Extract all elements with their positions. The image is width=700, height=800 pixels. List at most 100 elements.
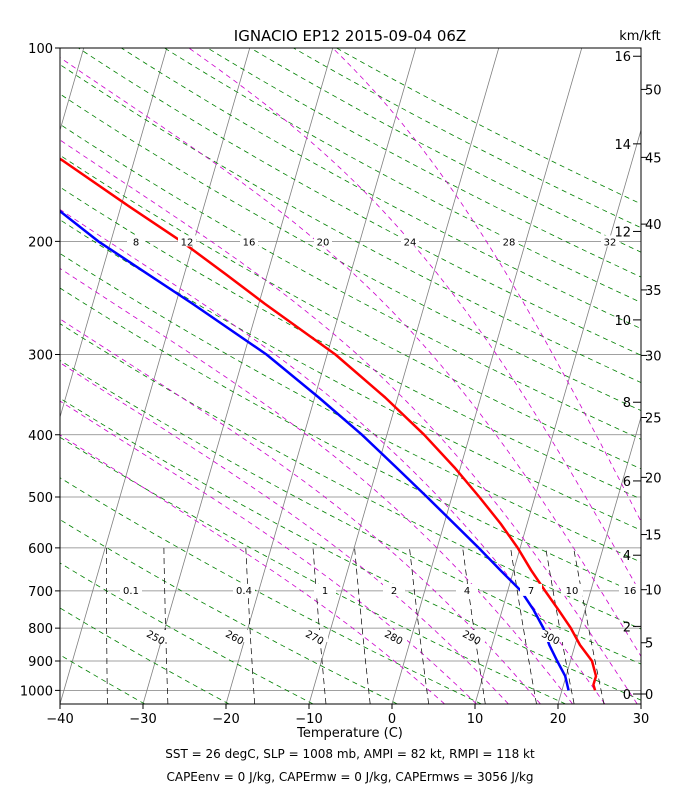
moist-adiabat-label: 28 [503, 237, 516, 248]
mixing-ratio-line [573, 547, 605, 704]
mixing-ratio-label: 2 [391, 586, 397, 597]
x-tick-label: −10 [295, 712, 322, 727]
mixing-ratio-line [545, 547, 575, 704]
mixing-ratio-line [245, 547, 256, 704]
kft-tick-label: 20 [645, 471, 662, 486]
km-tick-label: 0 [623, 688, 631, 703]
mixing-ratio-label: 4 [464, 586, 470, 597]
x-tick-label: −20 [212, 712, 239, 727]
p-tick-label: 100 [28, 42, 53, 57]
label-knockout [222, 630, 248, 642]
mixing-ratio-label: 1 [322, 586, 328, 597]
moist-adiabat-label: 16 [243, 237, 256, 248]
km-tick-label: 2 [623, 620, 631, 635]
kft-tick-label: 35 [645, 284, 662, 299]
dry-adiabat-line [78, 48, 641, 356]
label-knockout [538, 630, 564, 642]
dry-adiabat-line [60, 562, 314, 704]
km-tick-label: 10 [614, 314, 631, 329]
x-tick-label: −40 [46, 712, 73, 727]
moist-adiabat-line [60, 434, 445, 704]
p-tick-label: 300 [28, 348, 53, 363]
p-tick-label: 500 [28, 491, 53, 506]
isotherm-line [142, 48, 334, 704]
x-tick-label: 20 [550, 712, 567, 727]
dry-adiabat-line [60, 123, 641, 440]
mixing-ratio-line [510, 547, 537, 704]
label-knockout [561, 583, 583, 596]
x-tick-label: 0 [388, 712, 396, 727]
chart-title: IGNACIO EP12 2015-09-04 06Z [234, 27, 466, 45]
mixing-ratio-line [312, 547, 327, 704]
moist-adiabat-label: 32 [604, 237, 617, 248]
label-knockout [120, 583, 142, 596]
mixing-ratio-line [163, 547, 169, 704]
mixing-ratio-line [106, 547, 108, 704]
kft-tick-label: 50 [645, 83, 662, 98]
isotherm-line [557, 415, 641, 704]
kft-tick-label: 25 [645, 411, 662, 426]
label-knockout [233, 583, 255, 596]
mixing-ratio-label: 7 [528, 586, 534, 597]
dry-adiabat-line [60, 219, 641, 531]
label-knockout [240, 235, 258, 247]
km-tick-label: 6 [623, 475, 631, 490]
moist-adiabat-label: 12 [181, 237, 194, 248]
label-knockout [314, 235, 332, 247]
dry-adiabat-line [60, 93, 641, 411]
plot-lines-layer [60, 48, 641, 704]
p-tick-label: 400 [28, 429, 53, 444]
label-knockout [500, 235, 518, 247]
mixing-ratio-label: 16 [624, 586, 637, 597]
label-knockout [459, 630, 485, 642]
mixing-ratio-label: 0.1 [123, 586, 139, 597]
axes-layer: −40 −30 −20 −10 0 10 20 30100200300400500600700… [20, 42, 662, 727]
isotherm-line [60, 48, 168, 419]
kft-tick-label: 30 [645, 349, 662, 364]
mixing-ratio-label: 0.4 [236, 586, 252, 597]
kft-tick-label: 0 [645, 688, 653, 703]
dry-adiabat-line [60, 477, 482, 704]
p-tick-label: 200 [28, 235, 53, 250]
label-knockout [314, 583, 336, 596]
moist-adiabat-line [60, 208, 606, 704]
footer-line-2: CAPEenv = 0 J/kg, CAPErmw = 0 J/kg, CAPE… [166, 770, 533, 784]
kft-tick-label: 10 [645, 584, 662, 599]
moist-adiabat-label: 24 [404, 237, 417, 248]
x-tick-label: −30 [129, 712, 156, 727]
p-tick-label: 800 [28, 622, 53, 637]
label-knockout [381, 630, 407, 642]
km-tick-label: 4 [623, 549, 631, 564]
km-tick-label: 14 [614, 138, 631, 153]
isotherm-line [60, 48, 251, 704]
isotherm-line [391, 48, 583, 704]
kft-tick-label: 5 [645, 637, 653, 652]
footer-line-1: SST = 26 degC, SLP = 1008 mb, AMPI = 82 … [165, 747, 535, 761]
moist-adiabat-line [60, 267, 573, 704]
p-tick-label: 1000 [20, 684, 53, 699]
isotherm-line [225, 48, 417, 704]
km-tick-label: 8 [623, 396, 631, 411]
moist-adiabat-line [60, 318, 541, 704]
moist-adiabat-label: 8 [133, 237, 139, 248]
temperature-profile-line [60, 157, 598, 691]
label-knockout [401, 235, 419, 247]
p-tick-label: 700 [28, 585, 53, 600]
dry-adiabat-line [207, 48, 641, 278]
dry-adiabat-line [60, 64, 641, 384]
dry-adiabat-line [60, 323, 641, 630]
label-knockout [601, 235, 619, 247]
km-tick-label: 16 [614, 50, 631, 65]
isotherm-line [474, 128, 641, 704]
isotherm-line [308, 48, 500, 704]
mixing-ratio-line [354, 547, 371, 704]
plot-frame [59, 47, 642, 705]
kft-tick-label: 45 [645, 151, 662, 166]
moist-adiabat-label: 20 [317, 237, 330, 248]
height-axis-label: km/kft [619, 29, 661, 44]
label-knockout [619, 583, 641, 596]
dry-adiabat-line [60, 154, 641, 470]
label-knockout [143, 630, 169, 642]
moist-adiabat-line [60, 139, 638, 704]
